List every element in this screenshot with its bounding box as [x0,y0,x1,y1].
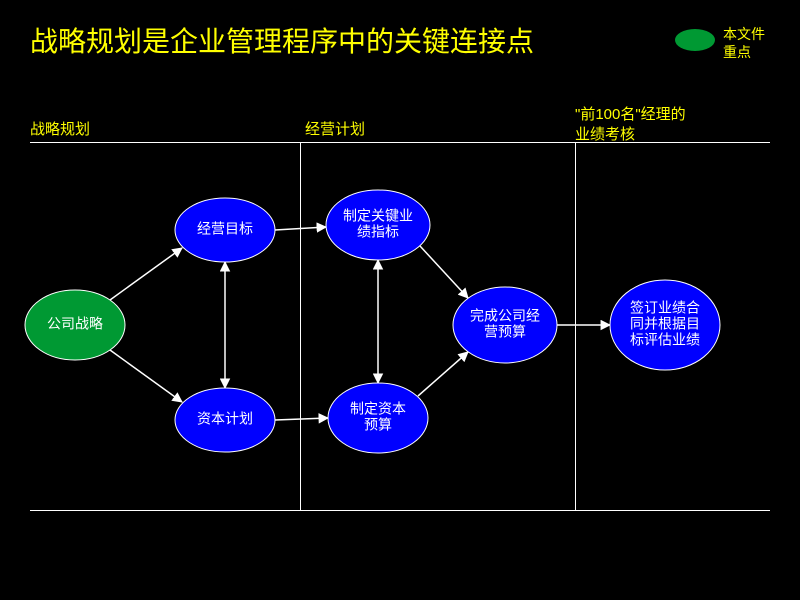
flow-node: 制定资本预算 [328,383,428,453]
flow-node: 经营目标 [175,198,275,262]
flow-node-label: 公司战略 [47,316,103,332]
edge [275,418,328,420]
edge [418,352,468,396]
flow-node: 签订业绩合同并根据目标评估业绩 [610,280,720,370]
flow-node-label: 经营目标 [197,221,253,237]
flow-node-label: 制定资本 [350,401,406,417]
flow-node-label: 资本计划 [197,411,253,427]
flow-node-label: 签订业绩合 [630,300,700,316]
flow-node: 完成公司经营预算 [453,287,557,363]
flow-node: 公司战略 [25,290,125,360]
flow-node-label: 完成公司经 [470,308,540,324]
edge [110,248,182,300]
edge [110,350,182,402]
flow-node: 制定关键业绩指标 [326,190,430,260]
edge [420,246,468,298]
flow-node-label: 标评估业绩 [630,332,700,348]
flow-node-label: 同并根据目 [630,316,700,332]
flowchart: 公司战略经营目标资本计划制定关键业绩指标制定资本预算完成公司经营预算签订业绩合同… [0,0,800,600]
flow-node: 资本计划 [175,388,275,452]
flow-node-label: 绩指标 [357,224,399,240]
flow-node-label: 预算 [364,417,392,433]
flow-node-label: 制定关键业 [343,208,413,224]
flow-node-label: 营预算 [484,324,526,340]
edge [275,227,326,230]
